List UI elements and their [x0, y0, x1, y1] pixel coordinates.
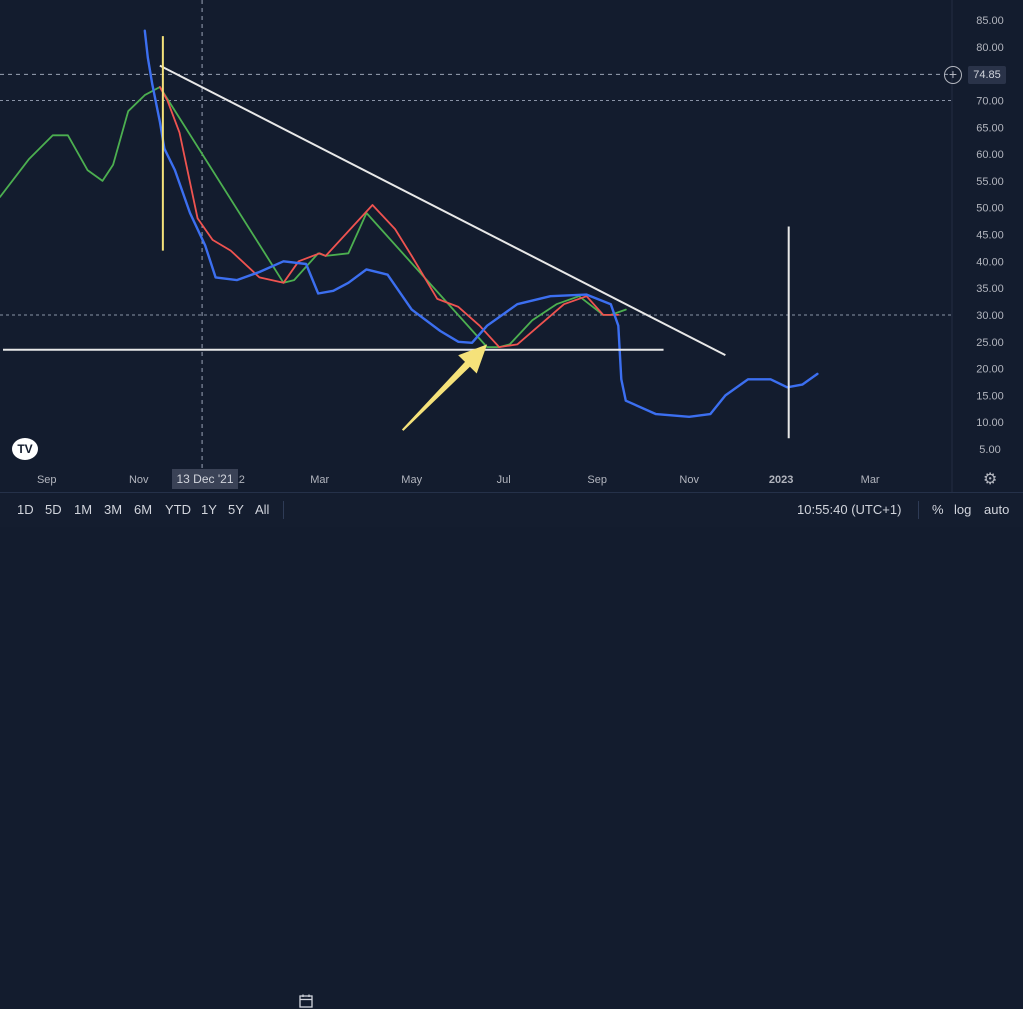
y-tick-label: 25.00: [976, 337, 1004, 349]
y-tick-label: 55.00: [976, 176, 1004, 188]
add-price-alert-icon[interactable]: +: [944, 66, 962, 84]
y-tick-label: 10.00: [976, 417, 1004, 429]
y-tick-label: 70.00: [976, 95, 1004, 107]
y-tick-label: 85.00: [976, 15, 1004, 27]
y-tick-label: 35.00: [976, 283, 1004, 295]
tradingview-logo: TV: [12, 438, 38, 460]
series-line: [159, 86, 620, 348]
y-tick-label: 80.00: [976, 42, 1004, 54]
x-tick-label: Nov: [679, 474, 699, 486]
y-tick-label: 50.00: [976, 203, 1004, 215]
x-tick-label: May: [401, 474, 422, 486]
range-5y-button[interactable]: 5Y: [228, 502, 244, 517]
series-line: [0, 86, 627, 348]
bottom-toolbar: 1D 5D 1M 3M 6M YTD 1Y 5Y All 10:55:40 (U…: [0, 492, 1023, 1008]
x-tick-label: Jul: [497, 474, 511, 486]
arrow-drawing[interactable]: [401, 344, 488, 431]
y-tick-label: 65.00: [976, 122, 1004, 134]
range-ytd-button[interactable]: YTD: [165, 502, 191, 517]
x-tick-label: Mar: [310, 474, 329, 486]
crosshair-price-label: 74.85: [968, 66, 1006, 84]
chart-svg: 85.0080.0075.0070.0065.0060.0055.0050.00…: [0, 0, 1004, 492]
x-tick-label: Mar: [861, 474, 880, 486]
toolbar-divider: [283, 501, 284, 519]
auto-scale-button[interactable]: auto: [984, 502, 1010, 517]
range-all-button[interactable]: All: [255, 502, 270, 517]
x-tick-label: 2023: [769, 474, 793, 486]
range-6m-button[interactable]: 6M: [134, 502, 153, 517]
y-tick-label: 40.00: [976, 256, 1004, 268]
toolbar-divider: [918, 501, 919, 519]
series-line: [143, 29, 819, 418]
clock-timezone[interactable]: 10:55:40 (UTC+1): [797, 502, 902, 517]
range-1y-button[interactable]: 1Y: [201, 502, 217, 517]
range-1m-button[interactable]: 1M: [74, 502, 93, 517]
x-tick-label: Nov: [129, 474, 149, 486]
log-scale-button[interactable]: log: [954, 502, 972, 517]
y-tick-label: 20.00: [976, 364, 1004, 376]
range-3m-button[interactable]: 3M: [104, 502, 123, 517]
crosshair-date-label: 13 Dec '21: [172, 469, 238, 489]
y-tick-label: 5.00: [979, 444, 1000, 456]
y-tick-label: 60.00: [976, 149, 1004, 161]
range-1d-button[interactable]: 1D: [17, 502, 34, 517]
y-tick-label: 30.00: [976, 310, 1004, 322]
percent-scale-button[interactable]: %: [932, 502, 944, 517]
y-tick-label: 15.00: [976, 390, 1004, 402]
x-tick-label: Sep: [37, 474, 57, 486]
y-tick-label: 45.00: [976, 230, 1004, 242]
range-5d-button[interactable]: 5D: [45, 502, 62, 517]
gear-icon[interactable]: ⚙: [983, 471, 998, 488]
x-tick-label: Sep: [587, 474, 607, 486]
calendar-goto-icon[interactable]: [298, 993, 314, 1009]
trendline-drawing[interactable]: [159, 64, 726, 357]
